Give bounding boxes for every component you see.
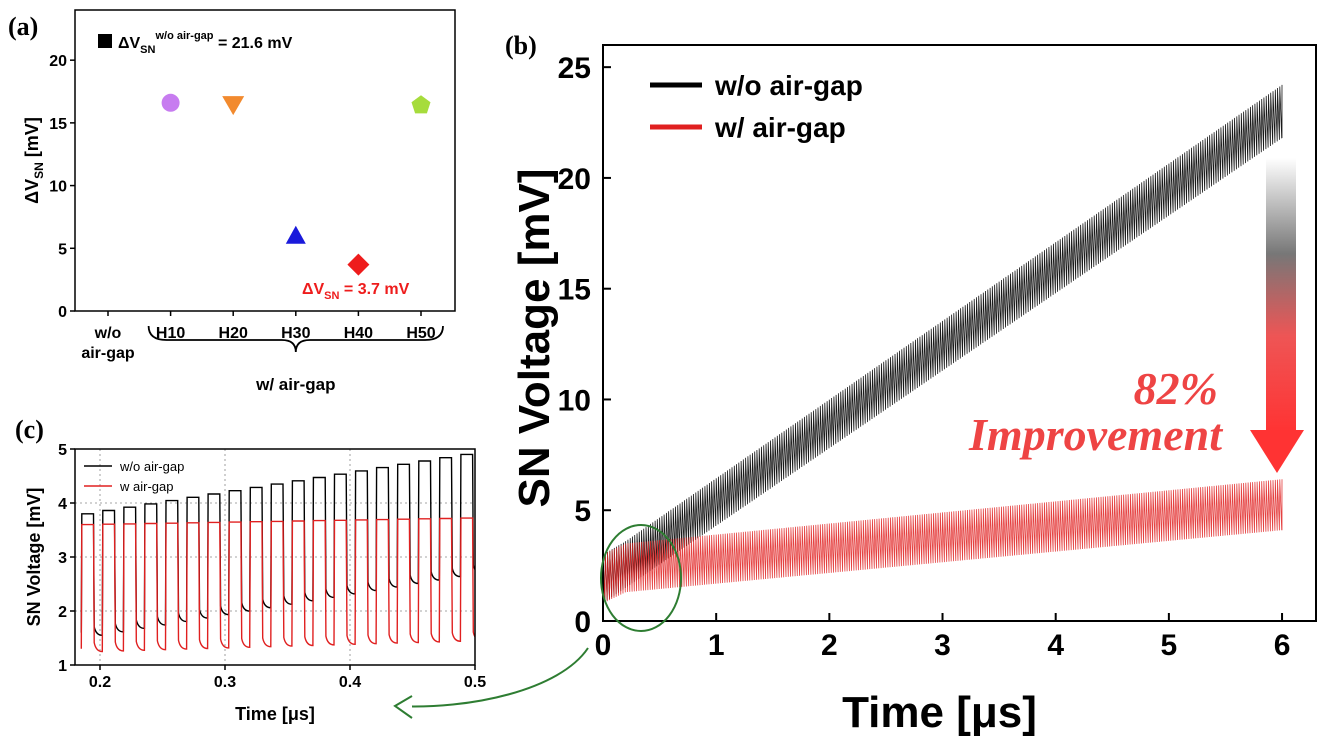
group-brace-a [147,325,444,353]
group-label-a: w/ air-gap [255,375,335,394]
y-tick-label-b: 15 [558,274,591,307]
improvement-percent: 82% [1134,363,1218,414]
series-line-c-w-air-gap [80,517,475,653]
legend-label-b: w/ air-gap [714,112,846,143]
x-tick-label-c: 0.4 [339,674,361,691]
series-line-w-air-gap [602,479,1283,603]
x-tick-label-a: w/o air-gap [81,325,135,362]
data-point-H20 [222,96,245,116]
chart-b: 0 5 10 15 20 25 0 1 2 3 4 5 6 Time [μs] SN Voltage [mV… [510,44,1317,737]
y-tick-label-c: 5 [58,442,67,459]
legend-label-a: ΔVSNw/o air-gap = 21.6 mV [118,30,293,56]
x-tick-label-b: 5 [1161,629,1178,662]
data-point-H30 [285,225,306,244]
data-point-H10 [161,93,180,112]
y-tick-label-a: 20 [49,53,67,70]
y-tick-label-b: 25 [558,52,591,85]
legend-label-c: w air-gap [119,479,173,494]
improvement-label: Improvement [968,409,1223,460]
panel-label-c: (c) [15,415,44,444]
zoom-arrow-head [393,695,413,719]
panel-label-b: (b) [505,31,537,60]
x-tick-label-b: 4 [1047,629,1064,662]
legend-label-b: w/o air-gap [714,70,863,101]
x-tick-label-c: 0.2 [89,674,111,691]
y-tick-label-c: 2 [58,604,67,621]
y-tick-label-b: 0 [574,606,591,639]
x-tick-label-c: 0.5 [464,674,486,691]
y-tick-label-b: 20 [558,163,591,196]
x-tick-label-a: H50 [406,325,435,342]
x-tick-label-a: H30 [281,325,310,342]
x-tick-label-c: 0.3 [214,674,236,691]
x-tick-label-b: 0 [595,629,612,662]
y-tick-label-c: 3 [58,550,67,567]
annotation-a: ΔVSN = 3.7 mV [302,281,410,302]
series-line-c-w-o-air-gap [80,453,475,637]
y-tick-label-c: 1 [58,658,67,675]
zoom-arrow [394,647,589,708]
x-tick-label-a: H40 [344,325,373,342]
x-axis-label-b: Time [μs] [842,688,1037,737]
x-tick-label-b: 6 [1274,629,1291,662]
series-line-w-o-air-gap [602,84,1283,603]
series-group-b [602,84,1283,603]
x-tick-label-b: 2 [821,629,838,662]
improvement-arrow-head [1250,430,1304,473]
x-tick-label-a: H10 [156,325,185,342]
data-point-H50 [411,95,431,114]
y-tick-label-a: 15 [49,116,67,133]
y-tick-label-b: 10 [558,384,591,417]
y-axis-label-a: ΔVSN [mV] [22,117,46,204]
y-tick-label-a: 10 [49,179,67,196]
y-tick-label-b: 5 [574,495,591,528]
data-point-H40 [347,253,370,276]
x-axis-label-c: Time [μs] [235,704,315,724]
y-tick-label-c: 4 [58,496,67,513]
y-axis-label-c: SN Voltage [mV] [24,488,44,627]
y-axis-label-b: SN Voltage [mV] [510,168,559,507]
legend-marker-a [98,34,112,48]
legend-label-c: w/o air-gap [119,459,184,474]
x-tick-label-b: 1 [708,629,725,662]
panel-label-a: (a) [8,12,38,41]
y-tick-label-a: 0 [58,304,67,321]
improvement-arrow-shaft [1266,158,1296,432]
x-tick-label-b: 3 [934,629,951,662]
y-tick-label-a: 5 [58,241,67,258]
plot-frame-b [602,44,1317,622]
x-tick-label-a: H20 [219,325,248,342]
chart-a: 0 5 10 15 20 w/o air-gap H10 H20 H30 H40 H50 ΔVSN [m… [22,9,456,394]
series-group-c [80,453,475,653]
zoom-ellipse [600,524,682,632]
plot-frame-a [74,9,456,312]
chart-c: 1 2 3 4 5 0.2 0.3 0.4 0.5 Time [μs] SN Voltage [mV… [24,442,486,724]
